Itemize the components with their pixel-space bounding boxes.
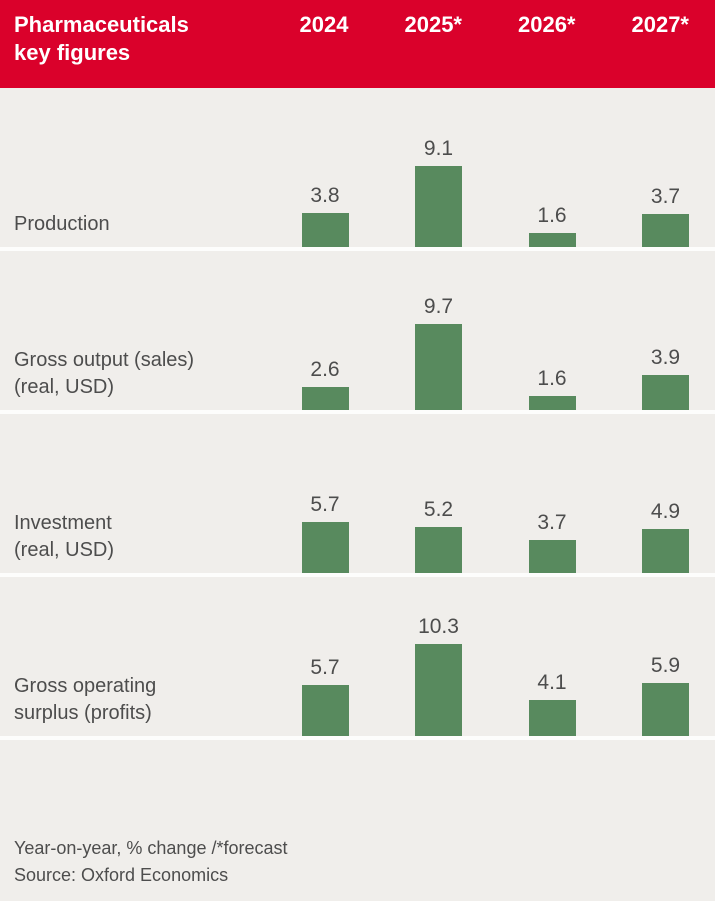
bar-cell: 3.9 xyxy=(576,251,689,410)
bar-box: 5.7 xyxy=(301,493,349,573)
bar xyxy=(415,166,462,247)
bar-box: 5.7 xyxy=(301,656,349,736)
bar-cell: 9.7 xyxy=(349,251,462,410)
bar xyxy=(415,527,462,573)
bar-box: 9.7 xyxy=(415,295,462,410)
bar-box: 3.7 xyxy=(642,185,689,247)
chart-footer: Year-on-year, % change /*forecast Source… xyxy=(0,740,715,901)
bar xyxy=(642,214,689,247)
bar-cell: 4.9 xyxy=(576,414,689,573)
bar-cell: 1.6 xyxy=(462,88,576,247)
bar-value-label: 4.1 xyxy=(537,671,567,694)
bar-value-label: 5.2 xyxy=(423,498,454,521)
table-row: Gross output (sales) (real, USD) 2.6 9.7 1.6… xyxy=(0,251,715,414)
bar-cell: 5.7 xyxy=(235,414,349,573)
bar-box: 3.7 xyxy=(528,511,576,573)
bar xyxy=(415,324,462,410)
bar-value-label: 3.8 xyxy=(310,184,340,207)
year-header-2024: 2024 xyxy=(299,12,349,37)
bar-box: 10.3 xyxy=(415,615,462,736)
bar-value-label: 2.6 xyxy=(310,358,340,381)
row-label-line: Production xyxy=(14,213,110,235)
page-title-line-1: Pharmaceuticals xyxy=(14,12,189,37)
year-header-2027: 2027* xyxy=(631,12,689,37)
bar xyxy=(528,396,576,410)
bar xyxy=(301,387,349,410)
table-row: Investment (real, USD) 5.7 5.2 3.7 4.9 xyxy=(0,414,715,577)
table-row: Production 3.8 9.1 1.6 3.7 xyxy=(0,88,715,251)
row-label: Gross operating surplus (profits) xyxy=(0,673,235,736)
row-label: Gross output (sales) (real, USD) xyxy=(0,347,235,410)
bar-cell: 5.9 xyxy=(576,577,689,736)
bar xyxy=(301,522,349,573)
bar-box: 1.6 xyxy=(528,204,576,247)
chart-rows: Production 3.8 9.1 1.6 3.7 Gross output (sale… xyxy=(0,88,715,740)
bar xyxy=(528,233,576,247)
bar xyxy=(528,700,576,736)
bar xyxy=(528,540,576,573)
row-label-line: Investment xyxy=(14,512,112,534)
bar-cell: 4.1 xyxy=(462,577,576,736)
bar xyxy=(301,685,349,736)
bar-value-label: 3.7 xyxy=(650,185,681,208)
bar-cell: 9.1 xyxy=(349,88,462,247)
bar-cell: 2.6 xyxy=(235,251,349,410)
row-label-line: surplus (profits) xyxy=(14,702,152,724)
bar-cell: 10.3 xyxy=(349,577,462,736)
page-title: Pharmaceuticals key figures xyxy=(0,11,235,67)
bar-cell: 3.7 xyxy=(576,88,689,247)
bar-cell: 3.7 xyxy=(462,414,576,573)
footer-note: Year-on-year, % change /*forecast xyxy=(14,838,288,858)
bar-value-label: 10.3 xyxy=(418,615,459,638)
bar xyxy=(642,529,689,573)
bar-box: 5.9 xyxy=(642,654,689,736)
row-label: Production xyxy=(0,211,235,247)
bar-value-label: 9.1 xyxy=(423,137,454,160)
row-label-line: (real, USD) xyxy=(14,539,115,561)
bar xyxy=(415,644,462,736)
row-label: Investment (real, USD) xyxy=(0,510,235,573)
bar-value-label: 5.7 xyxy=(310,493,340,516)
bar-value-label: 9.7 xyxy=(423,295,454,318)
page-title-line-2: key figures xyxy=(14,40,131,65)
bar-cell: 5.2 xyxy=(349,414,462,573)
bar-value-label: 5.9 xyxy=(650,654,681,677)
bar-box: 4.9 xyxy=(642,500,689,573)
year-header-2026: 2026* xyxy=(517,12,576,37)
bar-value-label: 1.6 xyxy=(537,367,567,390)
bar-cell: 3.8 xyxy=(235,88,349,247)
bar-value-label: 3.7 xyxy=(537,511,567,534)
bar xyxy=(301,213,349,247)
row-label-line: (real, USD) xyxy=(14,376,115,398)
bar-box: 9.1 xyxy=(415,137,462,247)
year-header-2025: 2025* xyxy=(404,12,462,37)
bar-cell: 1.6 xyxy=(462,251,576,410)
bar-box: 1.6 xyxy=(528,367,576,410)
bar-cell: 5.7 xyxy=(235,577,349,736)
bar-box: 3.8 xyxy=(301,184,349,247)
table-header: Pharmaceuticals key figures 2024 2025* 2… xyxy=(0,0,715,88)
row-label-line: Gross operating xyxy=(14,675,157,697)
bar-value-label: 1.6 xyxy=(537,204,567,227)
footer-source: Source: Oxford Economics xyxy=(14,865,229,885)
bar-box: 3.9 xyxy=(642,346,689,410)
bar-value-label: 5.7 xyxy=(310,656,340,679)
bar-value-label: 3.9 xyxy=(650,346,681,369)
bar-box: 4.1 xyxy=(528,671,576,736)
table-row: Gross operating surplus (profits) 5.7 10.3 4… xyxy=(0,577,715,740)
bar-value-label: 4.9 xyxy=(650,500,681,523)
bar-box: 5.2 xyxy=(415,498,462,573)
row-label-line: Gross output (sales) xyxy=(14,349,195,371)
bar xyxy=(642,683,689,736)
bar-box: 2.6 xyxy=(301,358,349,410)
bar xyxy=(642,375,689,410)
